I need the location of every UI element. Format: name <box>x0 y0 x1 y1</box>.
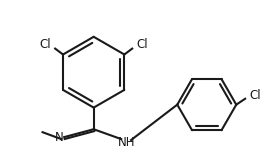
Text: Cl: Cl <box>249 89 261 102</box>
Text: Cl: Cl <box>136 38 148 51</box>
Text: Cl: Cl <box>39 38 51 51</box>
Text: N: N <box>55 131 64 144</box>
Text: NH: NH <box>117 136 135 149</box>
